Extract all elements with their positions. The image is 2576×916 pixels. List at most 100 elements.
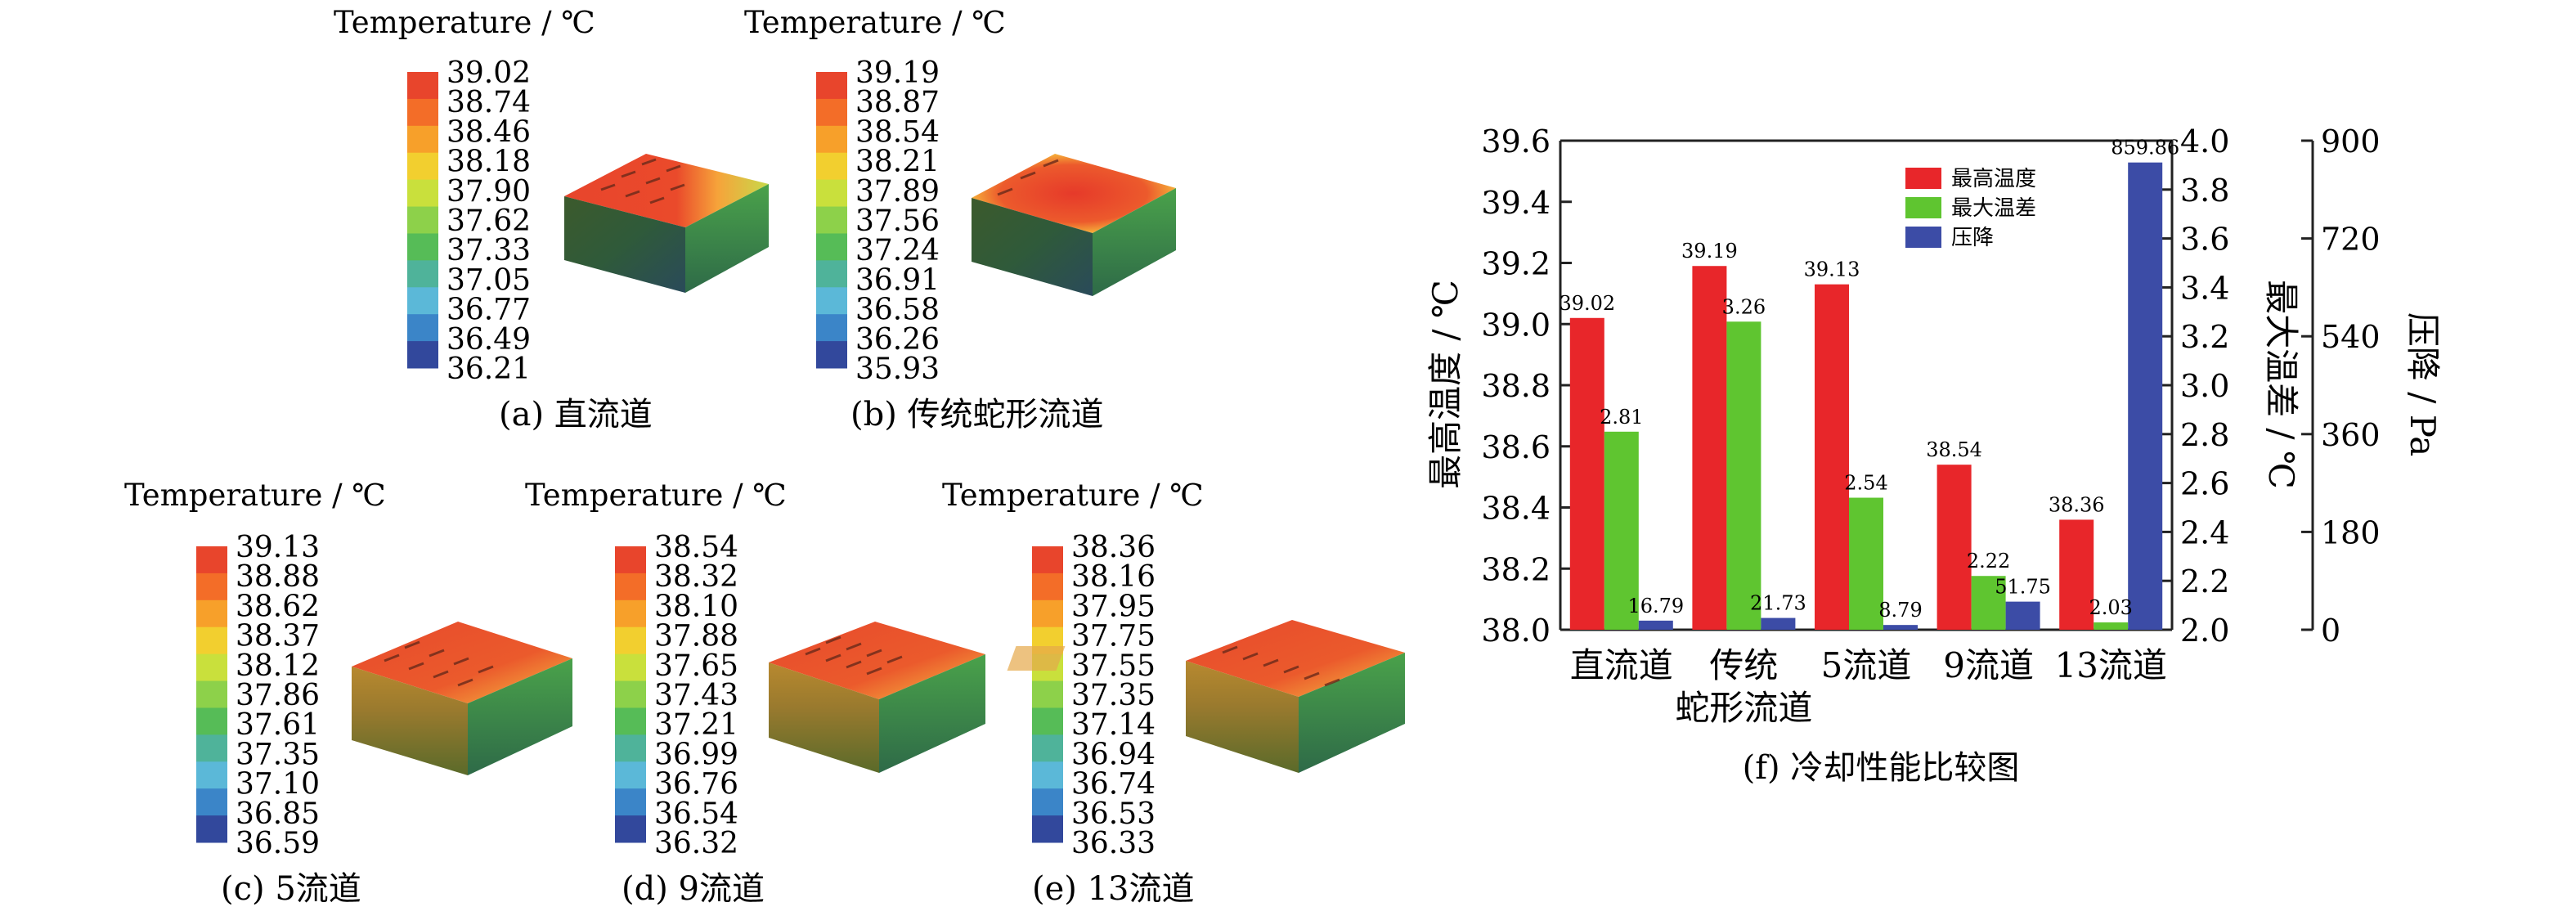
bar-value-label: 21.73 bbox=[1750, 592, 1806, 615]
right-axis-title: 最大温差 / ℃ bbox=[2261, 280, 2301, 489]
colorbar-tick-label: 37.75 bbox=[1071, 620, 1156, 653]
panel-caption: (a) 直流道 bbox=[499, 396, 653, 433]
colorbar-tick-label: 37.24 bbox=[855, 234, 940, 267]
colorbar-segment bbox=[196, 788, 227, 816]
pressure-tick-label: 360 bbox=[2321, 417, 2381, 453]
colorbar-tick-label: 37.14 bbox=[1071, 708, 1156, 742]
colorbar-tick-label: 38.54 bbox=[654, 531, 738, 564]
bar-value-label: 39.02 bbox=[1559, 292, 1615, 315]
pressure-tick-label: 900 bbox=[2321, 123, 2381, 159]
colorbar-tick-label: 38.36 bbox=[1071, 531, 1156, 564]
bar-value-label: 51.75 bbox=[1995, 576, 2051, 599]
left-tick-label: 38.8 bbox=[1481, 368, 1551, 404]
colorbar-segment bbox=[816, 314, 847, 342]
colorbar-segment bbox=[196, 653, 227, 682]
right-tick-label: 2.4 bbox=[2180, 514, 2229, 550]
right-tick-label: 3.6 bbox=[2180, 222, 2229, 258]
x-tick-label: 蛇形流道 bbox=[1675, 688, 1812, 728]
bar-value-label: 39.13 bbox=[1804, 258, 1860, 281]
bar-压降 bbox=[1761, 617, 1796, 630]
colorbar-segment bbox=[196, 734, 227, 762]
right-tick-label: 4.0 bbox=[2180, 123, 2229, 159]
colorbar-tick-label: 38.21 bbox=[855, 146, 940, 179]
thermal-block-straight bbox=[564, 154, 769, 293]
colorbar-segment bbox=[615, 626, 646, 655]
colorbar-segment bbox=[1032, 546, 1063, 574]
colorbar-segment bbox=[615, 599, 646, 628]
colorbar-segment bbox=[816, 152, 847, 181]
x-tick-label: 9流道 bbox=[1943, 645, 2034, 685]
colorbar-segment bbox=[407, 287, 438, 315]
colorbar-tick-label: 37.88 bbox=[654, 620, 738, 653]
colorbar-tick-label: 35.93 bbox=[855, 352, 940, 386]
pressure-tick-label: 540 bbox=[2321, 319, 2381, 355]
bar-value-label: 8.79 bbox=[1878, 599, 1922, 622]
bar-最高温度 bbox=[1692, 266, 1727, 630]
panel-caption: (b) 传统蛇形流道 bbox=[850, 396, 1104, 433]
colorbar-tick-label: 38.87 bbox=[855, 86, 940, 119]
colorbar-tick-label: 37.62 bbox=[447, 204, 531, 238]
colorbar-tick-label: 37.33 bbox=[447, 234, 531, 267]
bar-压降 bbox=[1638, 620, 1673, 630]
bar-最大温差 bbox=[1971, 576, 2006, 630]
bar-最大温差 bbox=[2094, 622, 2129, 630]
colorbar-tick-label: 36.99 bbox=[654, 738, 738, 771]
colorbar-segment bbox=[407, 341, 438, 369]
colorbar-segment bbox=[196, 599, 227, 628]
colorbar-tick-label: 37.43 bbox=[654, 679, 738, 712]
colorbar-tick-label: 38.10 bbox=[654, 590, 738, 623]
colorbar-tick-label: 37.61 bbox=[236, 708, 320, 742]
left-tick-label: 38.0 bbox=[1481, 613, 1551, 649]
thermal-block-13-channel bbox=[1007, 620, 1405, 773]
legend-swatch bbox=[1905, 197, 1941, 218]
cooling-performance-chart: 38.0 38.2 38.4 38.6 38.8 39.0 39.2 39.4 39.6 2.0 2… bbox=[1425, 123, 2443, 787]
colorbar-tick-label: 36.53 bbox=[1071, 797, 1156, 831]
left-tick-label: 38.6 bbox=[1481, 429, 1551, 465]
bar-最大温差 bbox=[1849, 497, 1883, 630]
bar-最高温度 bbox=[1936, 465, 1972, 630]
colorbar-segment bbox=[816, 206, 847, 234]
colorbar-segment bbox=[816, 287, 847, 315]
colorbar-segment bbox=[407, 98, 438, 127]
legend-label: 压降 bbox=[1951, 226, 1994, 250]
left-tick-label: 39.6 bbox=[1481, 123, 1551, 159]
x-tick-label: 5流道 bbox=[1821, 645, 1912, 685]
colorbar-tick-label: 38.62 bbox=[236, 590, 320, 623]
thermal-block-5-channel bbox=[352, 622, 572, 775]
colorbar-segment bbox=[1032, 680, 1063, 708]
colorbar-tick-label: 36.91 bbox=[855, 263, 940, 297]
colorbar-segment bbox=[407, 179, 438, 208]
colorbar-segment bbox=[407, 233, 438, 261]
colorbar-segment bbox=[196, 761, 227, 789]
colorbar-panel-e: Temperature / ℃ 38.3638.1637.9537.7537.5… bbox=[942, 478, 1405, 908]
thermal-block-9-channel bbox=[769, 622, 985, 773]
colorbar-segment bbox=[407, 206, 438, 234]
right-tick-label: 3.8 bbox=[2180, 173, 2229, 209]
colorbar-segment bbox=[615, 680, 646, 708]
pressure-tick-label: 720 bbox=[2321, 222, 2381, 258]
colorbar-segment bbox=[816, 72, 847, 100]
bar-value-label: 859.86 bbox=[2111, 137, 2179, 159]
colorbar-tick-label: 37.89 bbox=[855, 175, 940, 209]
colorbar-tick-label: 36.26 bbox=[855, 323, 940, 357]
colorbar-tick-label: 38.74 bbox=[447, 86, 531, 119]
colorbar-title: Temperature / ℃ bbox=[744, 5, 1006, 40]
bar-value-label: 16.79 bbox=[1627, 595, 1684, 617]
colorbar-segment bbox=[615, 572, 646, 601]
colorbar-tick-label: 36.77 bbox=[447, 294, 531, 327]
colorbar-segment bbox=[615, 815, 646, 843]
colorbar-segment bbox=[196, 707, 227, 735]
bar-压降 bbox=[2128, 162, 2163, 631]
bar-value-label: 38.54 bbox=[1926, 438, 1982, 461]
right-tick-label: 3.4 bbox=[2180, 270, 2229, 306]
colorbar-segment bbox=[615, 707, 646, 735]
colorbar-tick-label: 37.90 bbox=[447, 175, 531, 209]
colorbar-title: Temperature / ℃ bbox=[334, 5, 595, 40]
panel-caption: (d) 9流道 bbox=[622, 870, 765, 908]
colorbar-title: Temperature / ℃ bbox=[525, 478, 787, 513]
right-tick-label: 2.0 bbox=[2180, 613, 2229, 649]
colorbar-segment bbox=[196, 815, 227, 843]
colorbar-tick-label: 37.55 bbox=[1071, 649, 1156, 683]
colorbar-tick-label: 36.58 bbox=[855, 294, 940, 327]
